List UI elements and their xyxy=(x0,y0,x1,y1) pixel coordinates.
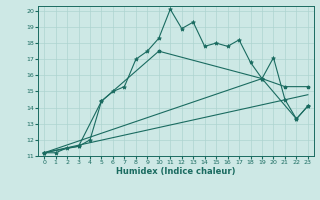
X-axis label: Humidex (Indice chaleur): Humidex (Indice chaleur) xyxy=(116,167,236,176)
